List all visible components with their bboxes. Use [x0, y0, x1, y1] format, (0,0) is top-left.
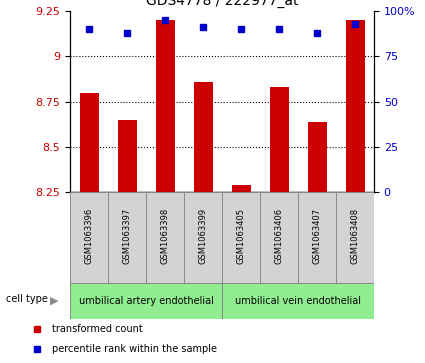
- Text: umbilical artery endothelial: umbilical artery endothelial: [79, 296, 213, 306]
- Bar: [232, 185, 251, 192]
- Bar: [79, 93, 99, 192]
- Text: umbilical vein endothelial: umbilical vein endothelial: [235, 296, 361, 306]
- Bar: [336, 192, 374, 283]
- Bar: [222, 192, 260, 283]
- Text: GSM1063396: GSM1063396: [85, 208, 94, 264]
- Bar: [146, 192, 184, 283]
- Text: GSM1063406: GSM1063406: [275, 208, 283, 264]
- Bar: [308, 122, 326, 192]
- Bar: [193, 82, 212, 192]
- Bar: [108, 192, 146, 283]
- Bar: [346, 20, 365, 192]
- Text: GSM1063397: GSM1063397: [122, 208, 132, 264]
- Text: GSM1063407: GSM1063407: [312, 208, 322, 264]
- Bar: [222, 283, 374, 319]
- Bar: [184, 192, 222, 283]
- Text: GSM1063399: GSM1063399: [198, 208, 207, 264]
- Bar: [70, 192, 108, 283]
- Title: GDS4778 / 222977_at: GDS4778 / 222977_at: [146, 0, 298, 8]
- Bar: [298, 192, 336, 283]
- Text: GSM1063408: GSM1063408: [351, 208, 360, 264]
- Text: transformed count: transformed count: [52, 325, 143, 334]
- Text: GSM1063405: GSM1063405: [237, 208, 246, 264]
- Bar: [269, 87, 289, 192]
- Bar: [118, 120, 136, 192]
- Bar: [156, 20, 175, 192]
- Text: ▶: ▶: [51, 295, 59, 306]
- Text: percentile rank within the sample: percentile rank within the sample: [52, 344, 217, 354]
- Bar: [70, 283, 222, 319]
- Text: cell type: cell type: [6, 294, 48, 305]
- Text: GSM1063398: GSM1063398: [161, 208, 170, 264]
- Bar: [260, 192, 298, 283]
